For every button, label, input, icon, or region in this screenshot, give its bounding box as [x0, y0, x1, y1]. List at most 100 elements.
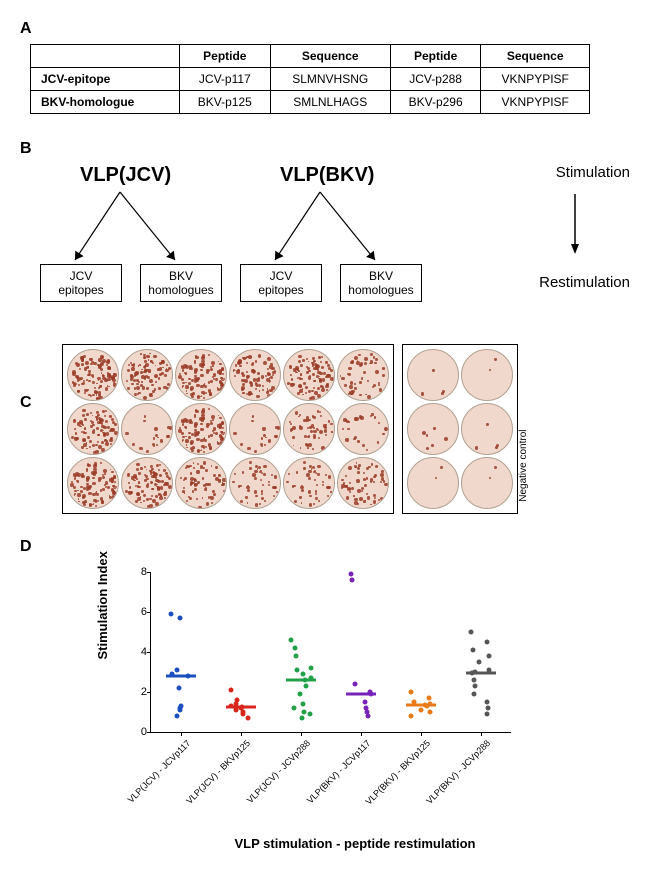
well [283, 457, 335, 509]
median-bar [166, 675, 196, 678]
data-point [293, 654, 298, 659]
data-point [427, 696, 432, 701]
well [283, 403, 335, 455]
y-tick: 6 [131, 606, 147, 618]
data-point [246, 716, 251, 721]
data-point [299, 716, 304, 721]
table-cell: BKV-p125 [180, 91, 271, 114]
well [229, 403, 281, 455]
well [175, 457, 227, 509]
well [461, 457, 513, 509]
well [121, 403, 173, 455]
x-axis-label: VLP stimulation - peptide restimulation [80, 836, 630, 851]
data-point [349, 578, 354, 583]
data-point [297, 692, 302, 697]
table-cell: VKNPYPISF [481, 68, 590, 91]
well [121, 457, 173, 509]
median-bar [226, 706, 256, 709]
y-tick: 8 [131, 566, 147, 578]
table-header: Peptide [180, 45, 271, 68]
well [407, 457, 459, 509]
table-cell: JCV-p288 [390, 68, 481, 91]
median-bar [466, 672, 496, 675]
well [461, 349, 513, 401]
table-header: Peptide [390, 45, 481, 68]
table-header: Sequence [481, 45, 590, 68]
category-label: VLP(BKV) - JCVp117 [305, 738, 372, 805]
category-label: VLP(BKV) - JCVp288 [424, 738, 492, 806]
side-arrow [565, 194, 585, 254]
well [337, 403, 389, 455]
well [229, 457, 281, 509]
data-point [301, 672, 306, 677]
table-header [31, 45, 180, 68]
well [67, 403, 119, 455]
well [407, 403, 459, 455]
median-bar [406, 704, 436, 707]
data-point [472, 692, 477, 697]
category-label: VLP(JCV) - JCVp288 [245, 738, 312, 805]
well [121, 349, 173, 401]
data-point [303, 684, 308, 689]
panel-d-chart: Stimulation Index 02468VLP(JCV) - JCVp11… [120, 572, 540, 772]
y-axis-label: Stimulation Index [95, 551, 110, 659]
well [283, 349, 335, 401]
data-point [169, 612, 174, 617]
data-point [484, 640, 489, 645]
data-point [477, 660, 482, 665]
panel-c-wells: Negative control [62, 344, 518, 514]
y-tick: 2 [131, 686, 147, 698]
panel-d-label: D [20, 538, 32, 556]
well [229, 349, 281, 401]
y-tick: 4 [131, 646, 147, 658]
data-point [363, 700, 368, 705]
peptide-table: PeptideSequencePeptideSequence JCV-epito… [30, 44, 590, 114]
category-label: VLP(BKV) - BKVp125 [363, 738, 432, 807]
panel-a-label: A [20, 20, 630, 38]
data-point [177, 616, 182, 621]
panel-b-label: B [20, 140, 630, 158]
data-point [352, 682, 357, 687]
well [337, 349, 389, 401]
data-point [366, 714, 371, 719]
y-tick: 0 [131, 726, 147, 738]
table-cell: SMLNLHAGS [270, 91, 390, 114]
data-point [241, 712, 246, 717]
data-point [349, 572, 354, 577]
neg-control-label: Negative control [518, 430, 529, 502]
data-point [427, 710, 432, 715]
data-point [289, 638, 294, 643]
data-point [471, 678, 476, 683]
table-row-label: JCV-epitope [31, 68, 180, 91]
data-point [485, 700, 490, 705]
well [407, 349, 459, 401]
data-point [486, 654, 491, 659]
data-point [470, 648, 475, 653]
category-label: VLP(JCV) - BKVp125 [184, 738, 252, 806]
panel-c-label: C [20, 394, 32, 412]
table-cell: SLMNVHSNG [270, 68, 390, 91]
diagram-arrows [20, 164, 460, 304]
data-point [486, 706, 491, 711]
stimulation-label: Stimulation [556, 164, 630, 181]
data-point [174, 714, 179, 719]
median-bar [346, 693, 376, 696]
data-point [308, 666, 313, 671]
median-bar [286, 679, 316, 682]
well [461, 403, 513, 455]
table-cell: JCV-p117 [180, 68, 271, 91]
data-point [229, 688, 234, 693]
data-point [469, 630, 474, 635]
table-cell: VKNPYPISF [481, 91, 590, 114]
data-point [409, 714, 414, 719]
category-label: VLP(JCV) - JCVp117 [125, 738, 192, 805]
data-point [409, 690, 414, 695]
table-cell: BKV-p296 [390, 91, 481, 114]
well [175, 349, 227, 401]
table-row-label: BKV-homologue [31, 91, 180, 114]
data-point [294, 668, 299, 673]
well [337, 457, 389, 509]
data-point [300, 702, 305, 707]
data-point [484, 712, 489, 717]
data-point [418, 708, 423, 713]
